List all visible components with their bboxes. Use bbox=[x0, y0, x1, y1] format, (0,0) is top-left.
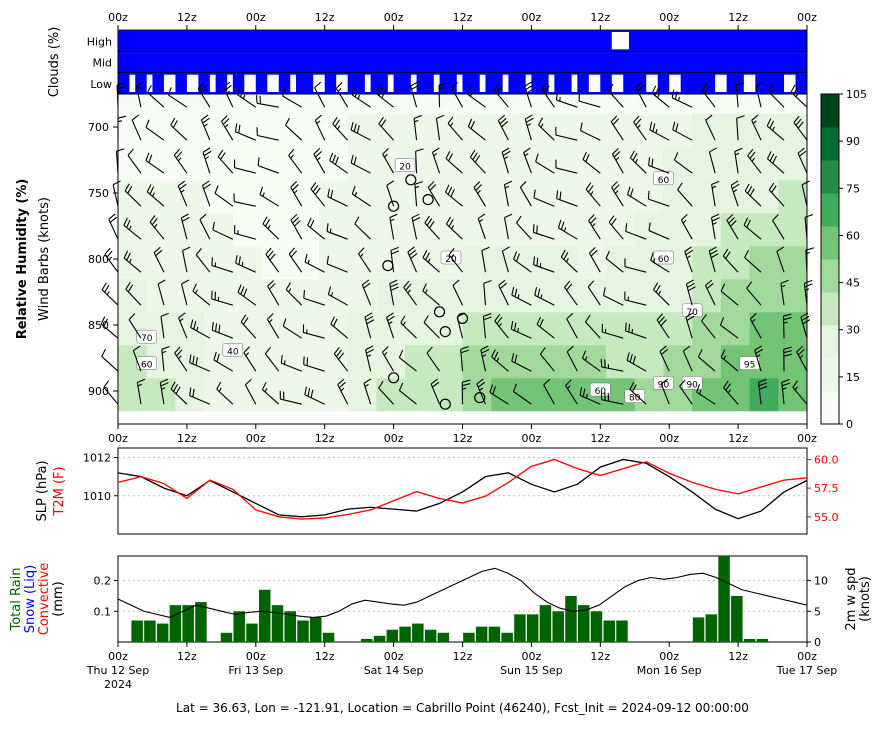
svg-text:80: 80 bbox=[629, 394, 641, 404]
svg-text:105: 105 bbox=[846, 88, 867, 101]
svg-text:00z: 00z bbox=[522, 432, 542, 445]
svg-text:T2M (F): T2M (F) bbox=[52, 466, 67, 516]
svg-text:00z: 00z bbox=[797, 432, 817, 445]
svg-text:57.5: 57.5 bbox=[814, 482, 839, 495]
svg-text:Mon 16 Sep: Mon 16 Sep bbox=[637, 664, 702, 677]
svg-text:00z: 00z bbox=[659, 11, 679, 24]
svg-text:12z: 12z bbox=[728, 650, 748, 663]
svg-text:1010: 1010 bbox=[83, 490, 111, 503]
svg-text:Convective: Convective bbox=[37, 563, 52, 636]
svg-text:40: 40 bbox=[227, 347, 239, 357]
svg-text:Snow (Liq): Snow (Liq) bbox=[23, 565, 38, 633]
svg-text:12z: 12z bbox=[453, 432, 473, 445]
svg-text:5: 5 bbox=[814, 605, 821, 618]
svg-text:60: 60 bbox=[846, 229, 860, 242]
svg-text:00z: 00z bbox=[384, 650, 404, 663]
svg-text:90: 90 bbox=[846, 135, 860, 148]
svg-text:Low: Low bbox=[90, 78, 112, 91]
svg-text:20: 20 bbox=[399, 163, 411, 173]
svg-text:800: 800 bbox=[88, 253, 109, 266]
svg-text:60: 60 bbox=[658, 176, 670, 186]
svg-text:00z: 00z bbox=[797, 11, 817, 24]
svg-text:12z: 12z bbox=[728, 11, 748, 24]
svg-text:SLP (hPa): SLP (hPa) bbox=[35, 460, 50, 521]
svg-text:Fri 13 Sep: Fri 13 Sep bbox=[228, 664, 283, 677]
svg-text:2m w spd: 2m w spd bbox=[844, 567, 859, 630]
svg-text:00z: 00z bbox=[522, 11, 542, 24]
svg-text:12z: 12z bbox=[177, 650, 197, 663]
svg-text:Relative Humidity (%): Relative Humidity (%) bbox=[15, 179, 30, 340]
svg-text:0.1: 0.1 bbox=[94, 605, 112, 618]
svg-text:Mid: Mid bbox=[92, 57, 112, 70]
svg-text:12z: 12z bbox=[590, 432, 610, 445]
svg-text:00z: 00z bbox=[246, 650, 266, 663]
svg-text:00z: 00z bbox=[522, 650, 542, 663]
svg-text:0: 0 bbox=[814, 636, 821, 649]
svg-text:12z: 12z bbox=[453, 650, 473, 663]
svg-text:55.0: 55.0 bbox=[814, 511, 839, 524]
svg-text:00z: 00z bbox=[246, 11, 266, 24]
svg-text:(knots): (knots) bbox=[858, 576, 873, 622]
svg-text:95: 95 bbox=[744, 361, 755, 371]
svg-text:00z: 00z bbox=[108, 650, 128, 663]
svg-text:70: 70 bbox=[141, 334, 153, 344]
svg-text:0: 0 bbox=[846, 418, 853, 431]
svg-text:60: 60 bbox=[141, 361, 153, 371]
svg-text:45: 45 bbox=[846, 277, 860, 290]
svg-text:High: High bbox=[87, 35, 112, 48]
svg-text:Sun 15 Sep: Sun 15 Sep bbox=[500, 664, 563, 677]
svg-text:90: 90 bbox=[686, 380, 698, 390]
svg-text:12z: 12z bbox=[590, 650, 610, 663]
svg-text:00z: 00z bbox=[384, 11, 404, 24]
svg-text:1012: 1012 bbox=[83, 452, 111, 465]
footer-info: Lat = 36.63, Lon = -121.91, Location = C… bbox=[176, 701, 749, 715]
svg-text:12z: 12z bbox=[315, 432, 335, 445]
svg-text:Tue 17 Sep: Tue 17 Sep bbox=[776, 664, 838, 677]
svg-text:700: 700 bbox=[88, 121, 109, 134]
svg-text:60.0: 60.0 bbox=[814, 453, 839, 466]
svg-text:00z: 00z bbox=[659, 432, 679, 445]
svg-text:12z: 12z bbox=[728, 432, 748, 445]
svg-text:12z: 12z bbox=[590, 11, 610, 24]
svg-text:10: 10 bbox=[814, 575, 828, 588]
svg-text:12z: 12z bbox=[315, 650, 335, 663]
svg-text:12z: 12z bbox=[177, 432, 197, 445]
svg-text:12z: 12z bbox=[177, 11, 197, 24]
svg-text:75: 75 bbox=[846, 182, 860, 195]
svg-text:00z: 00z bbox=[108, 11, 128, 24]
svg-text:900: 900 bbox=[88, 385, 109, 398]
svg-text:Clouds (%): Clouds (%) bbox=[47, 27, 62, 98]
svg-text:Thu 12 Sep: Thu 12 Sep bbox=[86, 664, 149, 677]
svg-text:12z: 12z bbox=[453, 11, 473, 24]
svg-text:00z: 00z bbox=[797, 650, 817, 663]
svg-text:15: 15 bbox=[846, 371, 860, 384]
svg-text:00z: 00z bbox=[384, 432, 404, 445]
svg-text:0.2: 0.2 bbox=[94, 575, 112, 588]
svg-text:Total Rain: Total Rain bbox=[9, 567, 24, 631]
svg-text:00z: 00z bbox=[659, 650, 679, 663]
meteogram: 00z 12z 00z 12z 00z 12z 00z 12z 00z 12z 00z High Mid… bbox=[0, 0, 888, 730]
svg-text:12z: 12z bbox=[315, 11, 335, 24]
svg-text:2024: 2024 bbox=[104, 678, 132, 691]
svg-text:00z: 00z bbox=[108, 432, 128, 445]
svg-text:00z: 00z bbox=[246, 432, 266, 445]
svg-text:Sat 14 Sep: Sat 14 Sep bbox=[364, 664, 424, 677]
svg-text:750: 750 bbox=[88, 187, 109, 200]
svg-text:60: 60 bbox=[658, 255, 670, 265]
svg-text:30: 30 bbox=[846, 324, 860, 337]
svg-text:(mm): (mm) bbox=[51, 581, 66, 616]
svg-text:Wind Barbs (knots): Wind Barbs (knots) bbox=[37, 197, 52, 321]
